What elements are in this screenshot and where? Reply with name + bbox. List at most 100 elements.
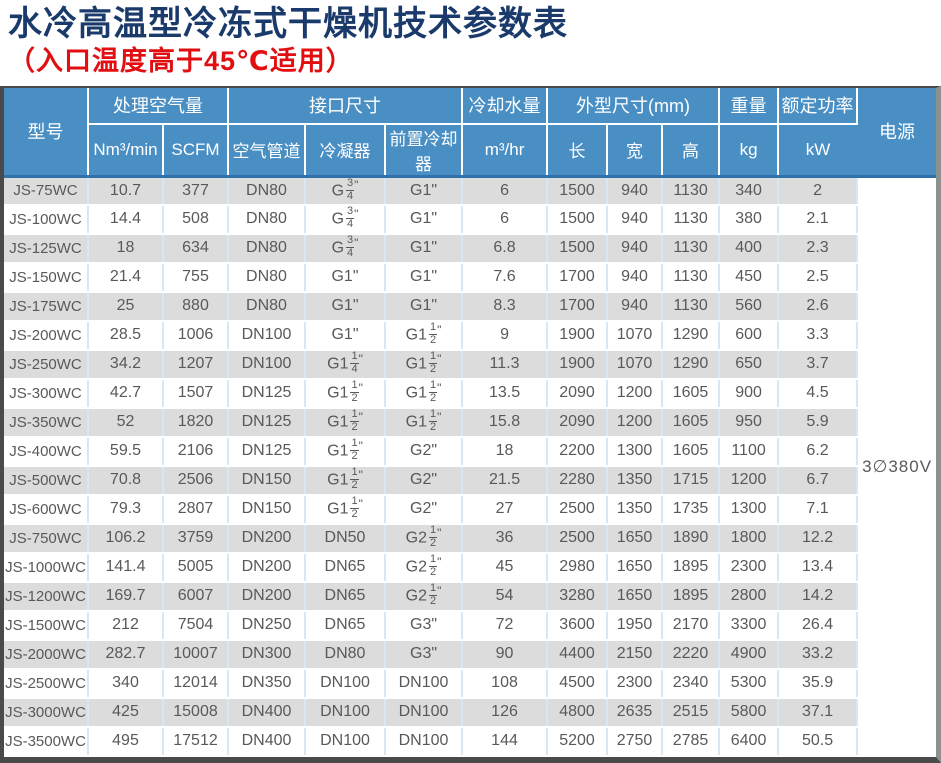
cell-air-pipe: DN400 <box>228 727 306 758</box>
inch-mark: " <box>358 352 363 367</box>
cell-length: 1700 <box>547 292 609 323</box>
cell-scfm: 1820 <box>163 408 229 439</box>
cell-weight-kg: 950 <box>719 408 780 439</box>
cell-power-kw: 35.9 <box>778 669 859 700</box>
cell-model: JS-600WC <box>4 495 89 526</box>
cell-nm3_min: 34.2 <box>88 350 164 381</box>
cell-air-pipe: DN300 <box>228 640 306 671</box>
cell-height: 1130 <box>662 263 721 294</box>
col-header-weight-group: 重量 <box>719 87 780 125</box>
col-header-air-volume-group: 处理空气量 <box>88 87 229 125</box>
cell-precooler: G1 1 2 " <box>385 379 464 410</box>
table-row: JS-600WC 79.3 2807 DN150 G1 1 2 " G2" 27 2500 1350 1… <box>4 495 936 526</box>
cell-scfm: 10007 <box>163 640 229 671</box>
cell-precooler: G1 1 2 " <box>385 321 464 352</box>
cell-condenser: G1 1 2 " <box>305 495 386 526</box>
cell-width: 1950 <box>607 611 664 642</box>
table-row: JS-125WC 18 634 DN80 G 3 4 " G1" 6.8 1500 940 1130 40… <box>4 234 936 265</box>
cell-height: 2170 <box>662 611 721 642</box>
cell-weight-kg: 1300 <box>719 495 780 526</box>
table-row: JS-100WC 14.4 508 DN80 G 3 4 " G1" 6 1500 940 1130 38… <box>4 205 936 236</box>
table-body: JS-75WC 10.7 377 DN80 G 3 4 " G1" 6 1500 940 1130 340… <box>4 176 937 758</box>
cell-width: 1200 <box>607 379 664 410</box>
cell-weight-kg: 1200 <box>719 466 780 497</box>
cell-power-kw: 26.4 <box>778 611 859 642</box>
cell-condenser: G 3 4 " <box>305 234 386 265</box>
cell-precooler: G1" <box>385 292 464 323</box>
cell-width: 1300 <box>607 437 664 468</box>
cell-nm3_min: 25 <box>88 292 164 323</box>
cell-scfm: 1207 <box>163 350 229 381</box>
cell-length: 2090 <box>547 379 609 410</box>
cell-condenser: G 3 4 " <box>305 205 386 236</box>
col-header-width: 宽 <box>607 123 664 178</box>
cell-precooler: G2 1 2 " <box>385 582 464 613</box>
cell-length: 2200 <box>547 437 609 468</box>
cell-power-kw: 2.6 <box>778 292 859 323</box>
cell-length: 2280 <box>547 466 609 497</box>
cell-nm3_min: 495 <box>88 727 164 758</box>
cell-precooler: G2 1 2 " <box>385 524 464 555</box>
col-header-precooler: 前置冷却器 <box>385 123 464 178</box>
cell-condenser: G1" <box>305 292 386 323</box>
cell-scfm: 17512 <box>163 727 229 758</box>
table-row: JS-500WC 70.8 2506 DN150 G1 1 2 " G2" 21.5 2280 135… <box>4 466 936 497</box>
cell-precooler: DN100 <box>385 727 464 758</box>
inch-mark: " <box>358 381 363 396</box>
cell-scfm: 5005 <box>163 553 229 584</box>
cell-air-pipe: DN125 <box>228 379 306 410</box>
col-header-height: 高 <box>662 123 721 178</box>
cell-model: JS-175WC <box>4 292 89 323</box>
cell-air-pipe: DN150 <box>228 495 306 526</box>
cell-power-kw: 50.5 <box>778 727 859 758</box>
cell-length: 4500 <box>547 669 609 700</box>
header-row-groups: 型号 处理空气量 接口尺寸 冷却水量 外型尺寸(mm) 重量 额定功率 电源 <box>4 87 937 178</box>
cell-length: 1500 <box>547 205 609 236</box>
cell-condenser: G1" <box>305 321 386 352</box>
cell-width: 1200 <box>607 408 664 439</box>
cell-precooler: G3" <box>385 611 464 642</box>
cell-air-pipe: DN125 <box>228 408 306 439</box>
cell-condenser: G 3 4 " <box>305 176 386 207</box>
col-header-power-supply: 电源 <box>857 87 937 178</box>
cell-precooler: G2" <box>385 437 464 468</box>
cell-nm3_min: 28.5 <box>88 321 164 352</box>
cell-power-kw: 33.2 <box>778 640 859 671</box>
cell-weight-kg: 5800 <box>719 698 780 729</box>
cell-model: JS-300WC <box>4 379 89 410</box>
cell-condenser: G1 1 2 " <box>305 437 386 468</box>
cell-power-supply-value: 3∅380V <box>857 176 937 757</box>
cell-height: 1895 <box>662 553 721 584</box>
cell-power-kw: 3.3 <box>778 321 859 352</box>
table-row: JS-200WC 28.5 1006 DN100 G1" G1 1 2 " 9 1900 1070 12… <box>4 321 936 352</box>
cell-scfm: 377 <box>163 176 229 207</box>
cell-air-pipe: DN200 <box>228 553 306 584</box>
cell-condenser: DN100 <box>305 698 386 729</box>
cell-nm3_min: 79.3 <box>88 495 164 526</box>
cell-m3_hr: 6.8 <box>462 234 549 265</box>
cell-condenser: DN100 <box>305 669 386 700</box>
cell-model: JS-150WC <box>4 263 89 294</box>
cell-weight-kg: 1800 <box>719 524 780 555</box>
col-header-dimensions-group: 外型尺寸(mm) <box>547 87 721 125</box>
cell-m3_hr: 90 <box>462 640 549 671</box>
cell-condenser: DN65 <box>305 611 386 642</box>
cell-width: 940 <box>607 263 664 294</box>
inch-mark: " <box>358 410 363 425</box>
cell-power-kw: 2 <box>778 176 859 207</box>
cell-scfm: 6007 <box>163 582 229 613</box>
cell-condenser: DN65 <box>305 582 386 613</box>
cell-height: 1605 <box>662 379 721 410</box>
cell-condenser: DN100 <box>305 727 386 758</box>
cell-condenser: G1 1 2 " <box>305 379 386 410</box>
cell-height: 1290 <box>662 321 721 352</box>
cell-power-kw: 4.5 <box>778 379 859 410</box>
cell-power-kw: 5.9 <box>778 408 859 439</box>
col-header-cooling-water-group: 冷却水量 <box>462 87 549 125</box>
cell-air-pipe: DN200 <box>228 524 306 555</box>
cell-scfm: 1006 <box>163 321 229 352</box>
cell-height: 1605 <box>662 408 721 439</box>
cell-nm3_min: 42.7 <box>88 379 164 410</box>
